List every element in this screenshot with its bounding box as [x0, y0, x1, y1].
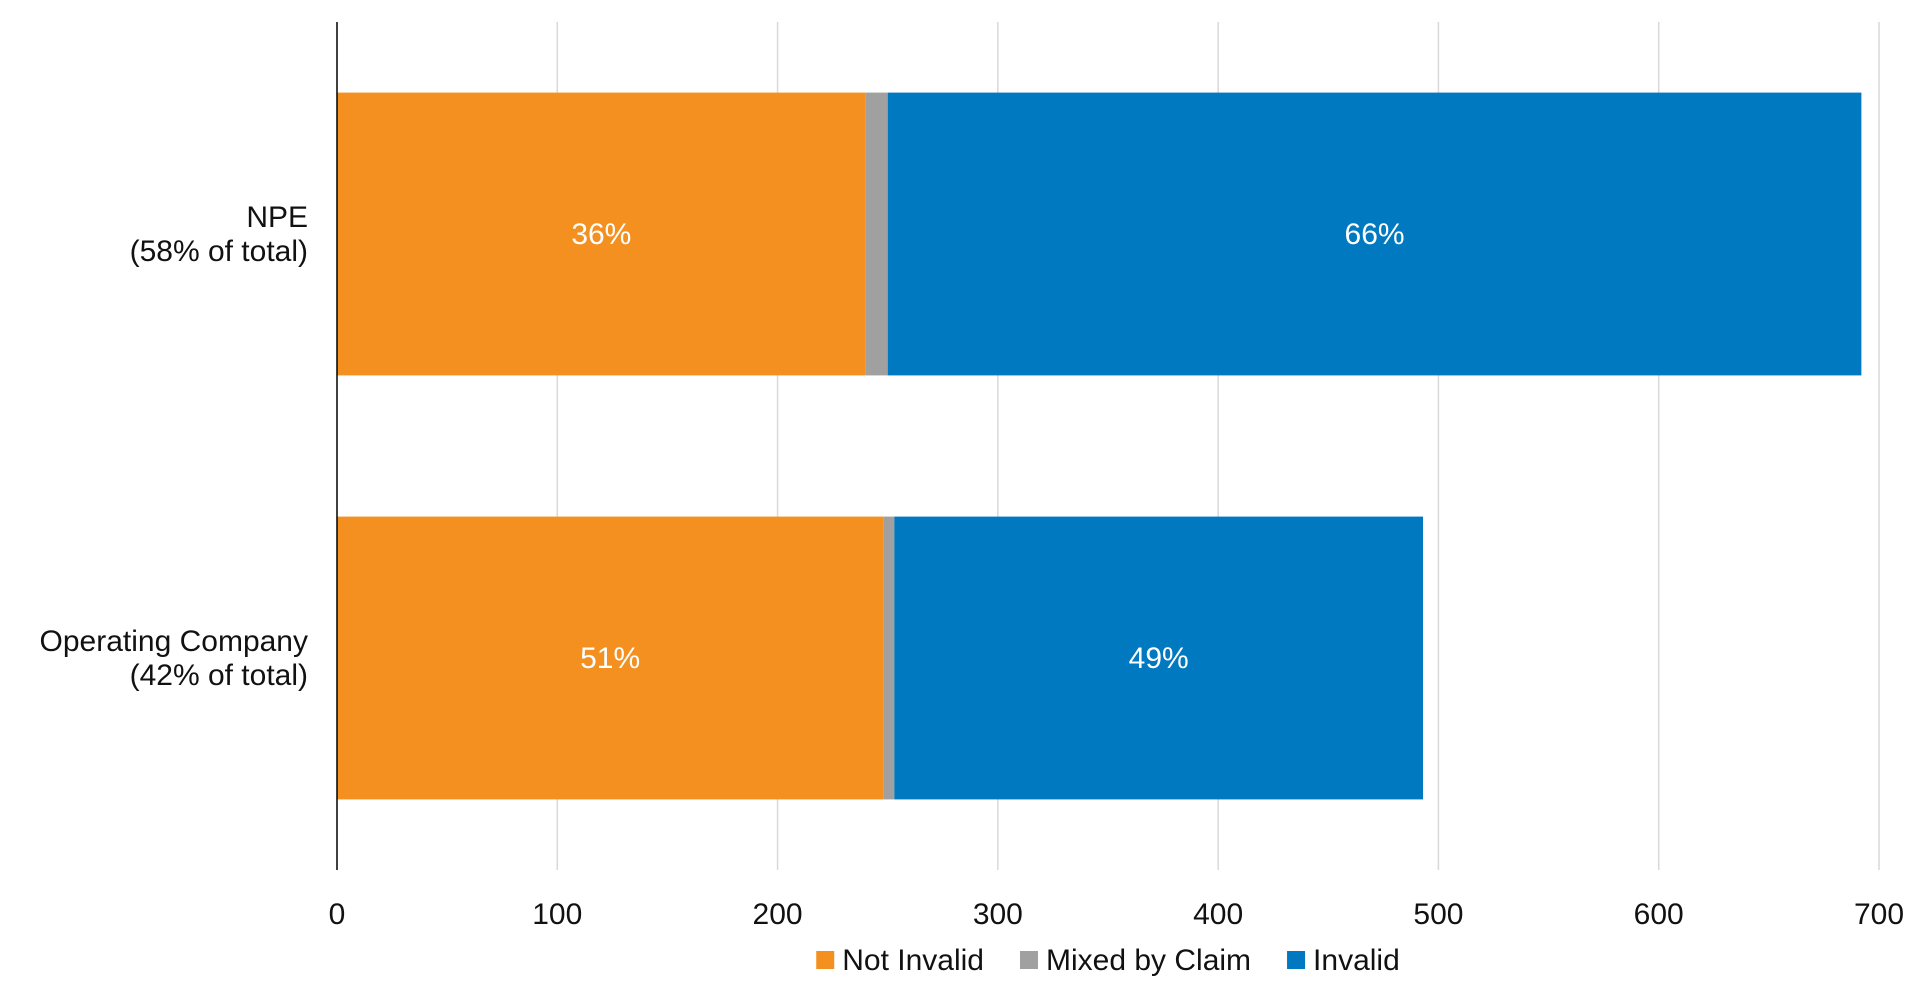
legend-swatch: [816, 951, 834, 969]
category-label: NPE(58% of total): [130, 201, 308, 268]
bars: 36% 66% 51% 49%: [337, 93, 1861, 800]
x-tick-label: 500: [1413, 898, 1463, 931]
legend-swatch: [1287, 951, 1305, 969]
legend-label: Invalid: [1313, 944, 1400, 977]
legend-label: Not Invalid: [842, 944, 984, 977]
x-tick-label: 700: [1854, 898, 1904, 931]
bar-segment: [866, 93, 888, 376]
x-tick-label: 200: [753, 898, 803, 931]
legend-label: Mixed by Claim: [1046, 944, 1251, 977]
x-tick-label: 600: [1634, 898, 1684, 931]
x-tick-label: 300: [973, 898, 1023, 931]
data-label: 66%: [1345, 218, 1405, 251]
data-label: 51%: [580, 642, 640, 675]
x-tick-label: 0: [329, 898, 346, 931]
legend: Not Invalid Mixed by Claim Invalid: [816, 944, 1400, 977]
data-label: 36%: [571, 218, 631, 251]
category-label: Operating Company(42% of total): [40, 625, 308, 692]
data-label: 49%: [1129, 642, 1189, 675]
x-tick-label: 100: [532, 898, 582, 931]
legend-swatch: [1020, 951, 1038, 969]
bar-segment: [883, 517, 894, 800]
x-tick-label: 400: [1193, 898, 1243, 931]
